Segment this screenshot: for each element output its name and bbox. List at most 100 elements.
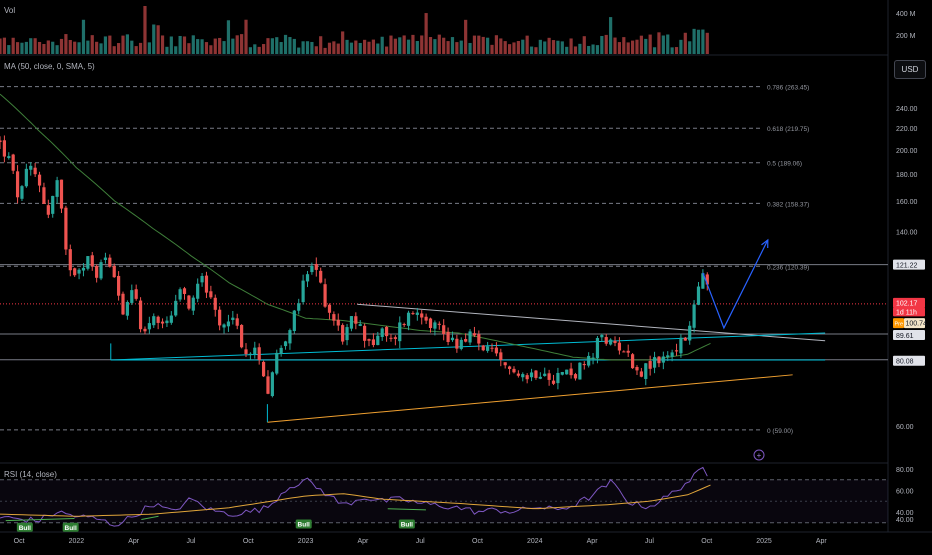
candle-up [468,331,472,343]
price-axis-label: 140.00 [896,230,918,237]
volume-bar [639,35,643,54]
volume-bar [384,46,389,54]
volume-bar [301,41,305,54]
volume-bar [165,46,169,54]
rsi-axis-label: 80.00 [896,467,914,474]
candle-down [512,368,516,373]
volume-bar [464,19,468,55]
volume-bar [683,32,687,54]
candle-down [33,167,37,175]
candle-down [257,347,261,361]
candle-up [20,186,24,199]
volume-bar [59,38,64,54]
add-marker-icon [753,449,765,461]
candle-up [600,334,604,338]
price-tag-80-bg [893,355,925,366]
time-axis-label: Apr [816,538,828,545]
candle-up [701,273,705,289]
candle-up [81,267,86,271]
price-axis[interactable]: 400 M 200 M 240.00 220.00 200.00 180.00 160.00… [893,11,927,524]
volume-bar [358,42,362,54]
volume-bar [314,46,318,54]
volume-bar [130,40,134,54]
volume-bar [442,37,446,54]
pre-price-bg [904,318,925,329]
fib-retracement[interactable]: 0.786 (263.45) 0.618 (219.75) 0.5 (189.06)… [0,85,809,435]
time-axis-label: Apr [587,538,599,545]
price-axis-label: 40.00 [896,517,914,524]
volume-bar [20,42,24,54]
candle-down [336,319,340,326]
candle-up [538,376,542,379]
rsi-line [0,466,708,527]
candle-down [59,179,64,209]
volume-bar [609,17,613,54]
candle-down [64,207,68,250]
pre-price: 100.74 [906,321,928,328]
volume-bar [248,47,253,54]
candle-up [292,310,296,332]
volume-bar [371,39,376,54]
candle-up [7,156,11,158]
volume-bar [283,34,288,54]
candle-up [688,325,692,341]
volume-bar [529,46,534,54]
volume-bar [679,39,683,54]
volume-bar [226,20,231,54]
candle-down [204,275,209,293]
volume-bar [701,29,705,54]
candle-down [494,347,499,354]
candle-up [380,328,384,337]
bull-signal-label: Bull [401,522,413,529]
candle-down [37,174,42,186]
candle-up [696,286,701,305]
candle-up [661,356,665,363]
candle-up [231,317,235,320]
candle-up [99,262,103,279]
volume-bar [398,37,402,54]
volume-bar [630,40,635,54]
volume-bar [73,41,77,54]
volume-bar [7,45,11,54]
currency-button[interactable]: USD [894,60,926,79]
trendlines[interactable] [0,264,888,423]
candle-up [670,352,674,357]
volume-bar [2,37,6,54]
volume-bar [29,38,33,54]
volume-bar [319,36,323,54]
candle-down [218,309,222,326]
divergence-line [141,515,159,521]
time-axis-label: 2023 [298,538,314,545]
volume-bar [486,37,490,54]
volume-bar [595,45,600,54]
volume-bar [411,34,415,54]
candle-down [635,367,639,371]
volume-bar [534,47,538,54]
candle-up [77,269,81,274]
volume-bar [332,41,336,54]
candle-up [288,330,292,344]
projection-arrow[interactable]: + [702,238,769,461]
volume-bar [178,35,182,54]
time-axis-label: Jul [645,538,654,545]
volume-bar [244,19,248,55]
candle-down [705,274,709,285]
bull-signal [16,522,33,532]
candle-down [11,154,15,171]
candle-down [134,289,138,299]
candle-up [248,353,253,355]
time-axis[interactable]: Oct 2022 Apr Jul Oct 2023 Apr Jul Oct 2024 Apr Jul O… [14,538,828,545]
candle-down [516,373,520,376]
volume-bar [204,42,209,54]
volume-bar [266,38,270,54]
candle-down [389,337,393,339]
fib-level-label: 0.618 (219.75) [767,126,809,133]
volume-bar [494,35,499,54]
grid [0,0,932,533]
candle-up [595,338,600,359]
candle-down [235,318,239,326]
volume-axis-label: 200 M [896,33,916,40]
volume-bar [0,38,2,54]
